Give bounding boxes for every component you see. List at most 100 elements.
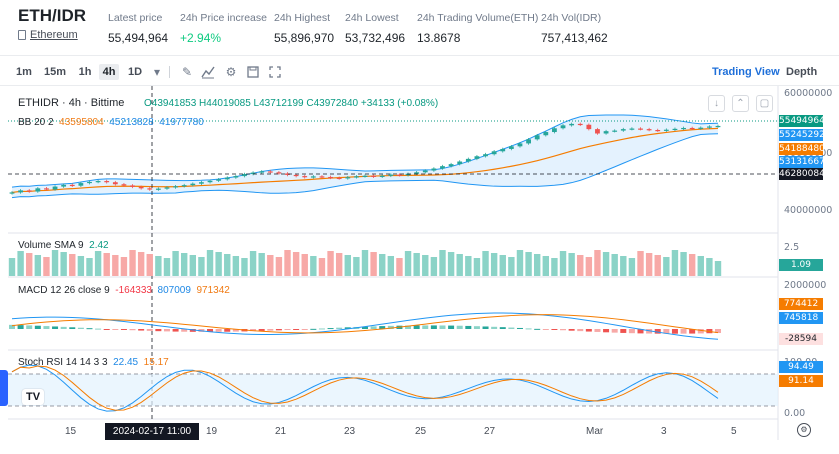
divider xyxy=(0,55,839,56)
candle-body xyxy=(353,176,359,178)
macd-histogram-bar xyxy=(34,325,41,329)
candle-body xyxy=(285,173,290,175)
macd-histogram-bar xyxy=(482,326,489,329)
macd-histogram-bar xyxy=(267,329,274,331)
coin-link[interactable]: Ethereum xyxy=(18,29,78,41)
macd-line-tag: 745818 xyxy=(779,312,823,324)
volume-bar xyxy=(301,254,308,276)
macd-histogram-bar xyxy=(181,329,188,332)
candle-body xyxy=(663,129,669,131)
chart-settings-icon[interactable]: ⚙ xyxy=(797,423,811,437)
candle-body xyxy=(603,131,609,134)
timeframe-15m[interactable]: 15m xyxy=(43,66,67,78)
volume-bar xyxy=(17,251,24,276)
ohlc-values: O43941853 H44019085 L43712199 C43972840 … xyxy=(144,98,439,109)
volume-bar xyxy=(180,253,188,276)
document-icon xyxy=(18,30,26,40)
candle-body xyxy=(69,184,75,187)
timeframe-1d[interactable]: 1D xyxy=(127,66,143,78)
candle-body xyxy=(405,173,411,176)
volume-bar xyxy=(628,258,636,276)
chevron-down-icon[interactable]: ▾ xyxy=(153,65,161,79)
volume-bar xyxy=(189,255,197,276)
stat-volume-eth: 24h Trading Volume(ETH) 13.8678 xyxy=(417,12,539,45)
bb-legend: BB 20 2 43595804 45213828 41977780 xyxy=(18,117,204,128)
time-axis-label: 25 xyxy=(415,426,427,437)
candle-body xyxy=(250,172,256,175)
candle-body xyxy=(199,182,204,184)
macd-histogram-bar xyxy=(465,325,472,329)
candle-body xyxy=(259,171,265,173)
macd-legend: MACD 12 26 close 9 -164333 807009 971342 xyxy=(18,285,230,296)
volume-bar xyxy=(94,251,102,276)
volume-bar xyxy=(465,256,472,276)
time-axis-label: Mar xyxy=(586,426,604,437)
crosshair-time-tag: 2024-02-17 11:00 xyxy=(105,423,199,440)
macd-histogram-bar xyxy=(103,329,110,330)
tradingview-logo-icon[interactable]: TV xyxy=(22,389,44,405)
macd-histogram-bar xyxy=(473,326,480,329)
stoch-d-tag: 91.14 xyxy=(779,375,823,387)
candle-body xyxy=(190,183,196,186)
candle-body xyxy=(440,166,445,169)
volume-bar xyxy=(267,255,274,276)
volume-bar xyxy=(232,256,240,276)
candle-body xyxy=(508,146,514,149)
candle-body xyxy=(629,128,635,130)
bollinger-band-fill xyxy=(12,114,718,198)
pencil-icon[interactable]: ✎ xyxy=(181,65,193,79)
line-chart-icon[interactable] xyxy=(201,65,215,79)
depth-button[interactable]: Depth xyxy=(786,66,818,78)
macd-histogram-bar xyxy=(146,329,153,331)
macd-histogram-bar xyxy=(344,327,351,329)
volume-bar xyxy=(103,253,110,276)
volume-bar xyxy=(663,257,670,276)
candle-body xyxy=(526,139,531,144)
candle-body xyxy=(9,192,15,194)
candle-body xyxy=(173,186,178,188)
candlestick-series xyxy=(9,122,721,195)
timeframe-4h[interactable]: 4h xyxy=(99,64,119,80)
macd-histogram-bar xyxy=(163,329,170,332)
macd-signal-tag: 774412 xyxy=(779,298,823,310)
candle-body xyxy=(130,185,135,187)
restore-pane-icon[interactable]: ▢ xyxy=(756,95,773,112)
gear-icon[interactable]: ⚙ xyxy=(225,65,237,79)
volume-bar xyxy=(404,251,412,276)
time-axis-label: 21 xyxy=(275,426,287,437)
candle-body xyxy=(267,171,273,173)
timeframe-1m[interactable]: 1m xyxy=(16,66,32,78)
candle-body xyxy=(638,128,643,130)
volume-bar xyxy=(129,250,136,276)
candle-body xyxy=(448,164,454,167)
macd-histogram-bar xyxy=(534,328,541,330)
volume-tag: 1.09 xyxy=(779,259,823,271)
chart-canvas[interactable] xyxy=(0,86,839,454)
collapse-pane-icon[interactable]: ↓ xyxy=(708,95,725,112)
candle-body xyxy=(207,180,213,183)
maximize-pane-icon[interactable]: ⌃ xyxy=(732,95,749,112)
macd-histogram-bar xyxy=(129,329,136,331)
macd-histogram-bar xyxy=(430,325,437,329)
scroll-handle[interactable] xyxy=(0,370,8,406)
candle-body xyxy=(431,168,437,171)
volume-bar xyxy=(249,251,257,276)
candle-body xyxy=(689,127,695,130)
macd-histogram-bar xyxy=(9,324,15,329)
candle-body xyxy=(612,130,618,132)
volume-bar xyxy=(422,255,429,276)
volume-bar xyxy=(215,252,222,276)
macd-histogram-bar xyxy=(172,329,179,332)
macd-histogram-bar xyxy=(379,326,386,329)
snapshot-icon[interactable] xyxy=(246,65,260,79)
macd-hist-tag: -28594 xyxy=(779,333,823,345)
candle-body xyxy=(388,174,394,176)
timeframe-1h[interactable]: 1h xyxy=(78,66,92,78)
macd-histogram-bar xyxy=(715,329,721,333)
volume-bar xyxy=(396,258,403,276)
macd-histogram-bar xyxy=(516,327,523,329)
trading-view-button[interactable]: Trading View xyxy=(712,66,780,78)
candle-body xyxy=(181,185,187,187)
chart-toolbar: 1m 15m 1h 4h 1D ▾ ✎ ⚙ Trading View Depth xyxy=(0,62,839,82)
fullscreen-icon[interactable] xyxy=(268,65,282,79)
